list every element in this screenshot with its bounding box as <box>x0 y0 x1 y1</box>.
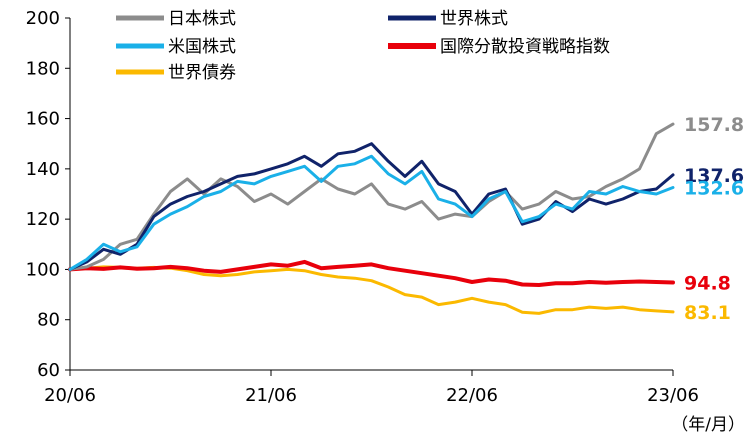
series-line-3 <box>68 259 675 287</box>
legend-label: 日本株式 <box>168 9 236 29</box>
x-tick-label: 22/06 <box>446 385 498 406</box>
series-line-2 <box>68 154 675 271</box>
end-value-label: 94.8 <box>684 273 731 295</box>
x-tick-label: 21/06 <box>245 385 297 406</box>
y-tick-label: 80 <box>37 310 60 331</box>
end-value-label: 132.6 <box>684 177 744 199</box>
x-unit-label: （年/月） <box>671 415 745 435</box>
y-axis: 60 80 100 120 140 160 180 200 <box>26 8 71 381</box>
y-tick-label: 120 <box>26 209 60 230</box>
legend-label: 国際分散投資戦略指数 <box>440 37 610 57</box>
series-line-1 <box>68 142 675 271</box>
y-tick-label: 160 <box>26 109 60 130</box>
series-lines <box>68 122 675 315</box>
end-value-label: 83.1 <box>684 302 731 324</box>
series-line-0 <box>68 122 675 271</box>
legend-label: 世界債券 <box>168 63 236 83</box>
x-axis: 20/06 21/06 22/06 23/06 <box>44 369 699 406</box>
series-line-4 <box>68 265 675 315</box>
y-tick-label: 140 <box>26 159 60 180</box>
y-tick-label: 200 <box>26 8 60 29</box>
legend-label: 世界株式 <box>440 9 508 29</box>
y-tick-label: 100 <box>26 259 60 280</box>
y-tick-label: 60 <box>37 360 60 381</box>
x-tick-label: 20/06 <box>44 385 96 406</box>
legend-label: 米国株式 <box>168 37 236 57</box>
y-tick-label: 180 <box>26 58 60 79</box>
x-tick-label: 23/06 <box>647 385 699 406</box>
end-value-label: 137.6 <box>684 165 744 187</box>
end-value-label: 157.8 <box>684 114 744 136</box>
